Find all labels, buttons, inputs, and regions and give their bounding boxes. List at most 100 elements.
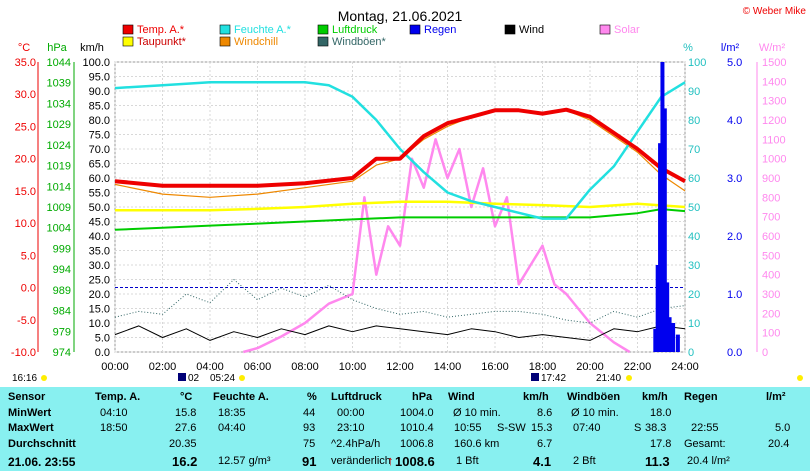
series-line-feuchte-a: [114, 81, 686, 220]
stats-row-label-current: 21.06. 23:55: [8, 455, 76, 469]
kmh-tick-label: 5.0: [95, 333, 110, 345]
legend-label: Wind: [519, 24, 544, 36]
max-humid-value: 93: [303, 422, 316, 434]
rain-total-value: 20.4: [768, 438, 790, 450]
stats-header-temp: Temp. A.: [95, 391, 141, 403]
min-wind-value: 8.6: [537, 407, 553, 419]
pct-tick-label: 60: [688, 173, 700, 185]
kmh-tick-label: 20.0: [89, 289, 110, 301]
rain-tick-label: 3.0: [727, 173, 742, 185]
avg-humid-value: 75: [303, 438, 316, 450]
temp-tick-label: 10.0: [15, 218, 36, 230]
stats-row-label-min: MinWert: [8, 407, 52, 419]
sunset-date: 17:42: [541, 373, 566, 384]
max-gust-time: 07:40: [573, 422, 601, 434]
time-tick-label: 14:00: [434, 361, 462, 373]
min-humid-value: 44: [303, 407, 316, 419]
rain-bar: [662, 108, 667, 353]
axis-ticks: 35.0 30.0 25.0 20.0 15.0 10.0 5.0 0.0 -5.0 -10.0 1…: [11, 57, 787, 373]
kmh-tick-label: 35.0: [89, 246, 110, 258]
solar-tick-label: 1300: [762, 96, 786, 108]
max-pressure-value: 1010.4: [400, 422, 434, 434]
sunset-time: 21:40: [596, 373, 621, 384]
temp-tick-label: 25.0: [15, 121, 36, 133]
pct-tick-label: 90: [688, 86, 700, 98]
solar-tick-label: 1000: [762, 154, 786, 166]
hpa-tick-label: 999: [53, 243, 71, 255]
time-tick-label: 22:00: [624, 361, 652, 373]
min-gust-value: 18.0: [650, 407, 672, 419]
temp-tick-label: -5.0: [17, 315, 36, 327]
rain-bar: [655, 265, 660, 352]
stats-header-rain: Regen: [684, 391, 718, 403]
current-pressure-value: 1008.6: [395, 454, 435, 469]
max-pressure-time: 23:10: [337, 422, 365, 434]
hpa-tick-label: 989: [53, 285, 71, 297]
min-gust-label: Ø 10 min.: [571, 407, 619, 419]
hpa-tick-label: 984: [53, 306, 71, 318]
series-line-solar: [242, 138, 631, 354]
legend-label: Windchill: [234, 36, 278, 48]
avg-pressure-trend: ^2.4hPa/h: [331, 438, 381, 450]
weather-chart-area: Montag, 21.06.2021 © Weber Mike Temp. A.…: [11, 6, 807, 384]
sunrise-icon: [239, 375, 245, 381]
solar-tick-label: 0: [762, 347, 768, 359]
hpa-tick-label: 974: [53, 347, 71, 359]
statistics-table: Sensor Temp. A. °C Feuchte A. % Luftdruc…: [0, 387, 810, 471]
legend-label: Windböen*: [332, 36, 387, 48]
rain-bar: [665, 282, 670, 352]
hpa-tick-label: 1009: [47, 202, 71, 214]
rain-bar: [667, 317, 672, 352]
stats-row-label-avg: Durchschnitt: [8, 438, 76, 450]
rain-bar: [660, 62, 665, 352]
temp-tick-label: -10.0: [11, 347, 36, 359]
stats-header-humid: Feuchte A.: [213, 391, 269, 403]
legend-label: Solar: [614, 24, 640, 36]
avg-gust-value: 17.8: [650, 438, 672, 450]
sunrise-time: 05:24: [210, 373, 235, 384]
current-temp-value: 16.2: [172, 454, 198, 469]
kmh-tick-label: 45.0: [89, 217, 110, 229]
sun-icon: [797, 375, 803, 381]
pct-tick-label: 40: [688, 231, 700, 243]
min-pressure-time: 00:00: [337, 407, 365, 419]
max-wind-value: 15.3: [531, 422, 553, 434]
min-wind-label: Ø 10 min.: [453, 407, 501, 419]
solar-tick-label: 200: [762, 308, 780, 320]
legend-swatch: [409, 24, 421, 35]
hpa-axis-unit: hPa: [47, 42, 67, 54]
plot-series: [114, 62, 686, 354]
series-line-wind: [114, 325, 686, 341]
time-tick-label: 08:00: [291, 361, 319, 373]
current-abs-humidity: 12.57 g/m³: [218, 455, 271, 467]
current-wind-bft: 1 Bft: [456, 455, 479, 467]
temp-tick-label: 0.0: [21, 283, 36, 295]
max-wind-time: 10:55: [454, 422, 482, 434]
stats-header-sensor: Sensor: [8, 391, 46, 403]
rain-tick-label: 2.0: [727, 231, 742, 243]
credit-label: © Weber Mike: [743, 6, 807, 17]
moon-phase-icon: [531, 373, 539, 381]
stats-header-wind: Wind: [448, 391, 475, 403]
current-rain-value: 20.4 l/m²: [687, 455, 730, 467]
legend-swatch: [122, 24, 134, 35]
min-humid-time: 18:35: [218, 407, 246, 419]
hpa-tick-label: 994: [53, 264, 71, 276]
time-tick-label: 12:00: [386, 361, 414, 373]
avg-temp-value: 20.35: [169, 438, 197, 450]
current-gust-value: 11.3: [645, 454, 670, 469]
time-tick-label: 00:00: [101, 361, 129, 373]
kmh-tick-label: 15.0: [89, 304, 110, 316]
solar-tick-label: 700: [762, 212, 780, 224]
kmh-tick-label: 40.0: [89, 231, 110, 243]
rain-tick-label: 0.0: [727, 347, 742, 359]
stats-header-humid-unit: %: [307, 391, 317, 403]
avg-wind-value: 6.7: [537, 438, 553, 450]
current-humid-value: 91: [302, 454, 317, 469]
current-gust-bft: 2 Bft: [573, 455, 596, 467]
kmh-tick-label: 25.0: [89, 275, 110, 287]
legend-swatch: [219, 36, 231, 47]
pressure-tendency: veränderlich: [331, 455, 391, 467]
moon-icon: [41, 375, 47, 381]
temp-tick-label: 15.0: [15, 186, 36, 198]
